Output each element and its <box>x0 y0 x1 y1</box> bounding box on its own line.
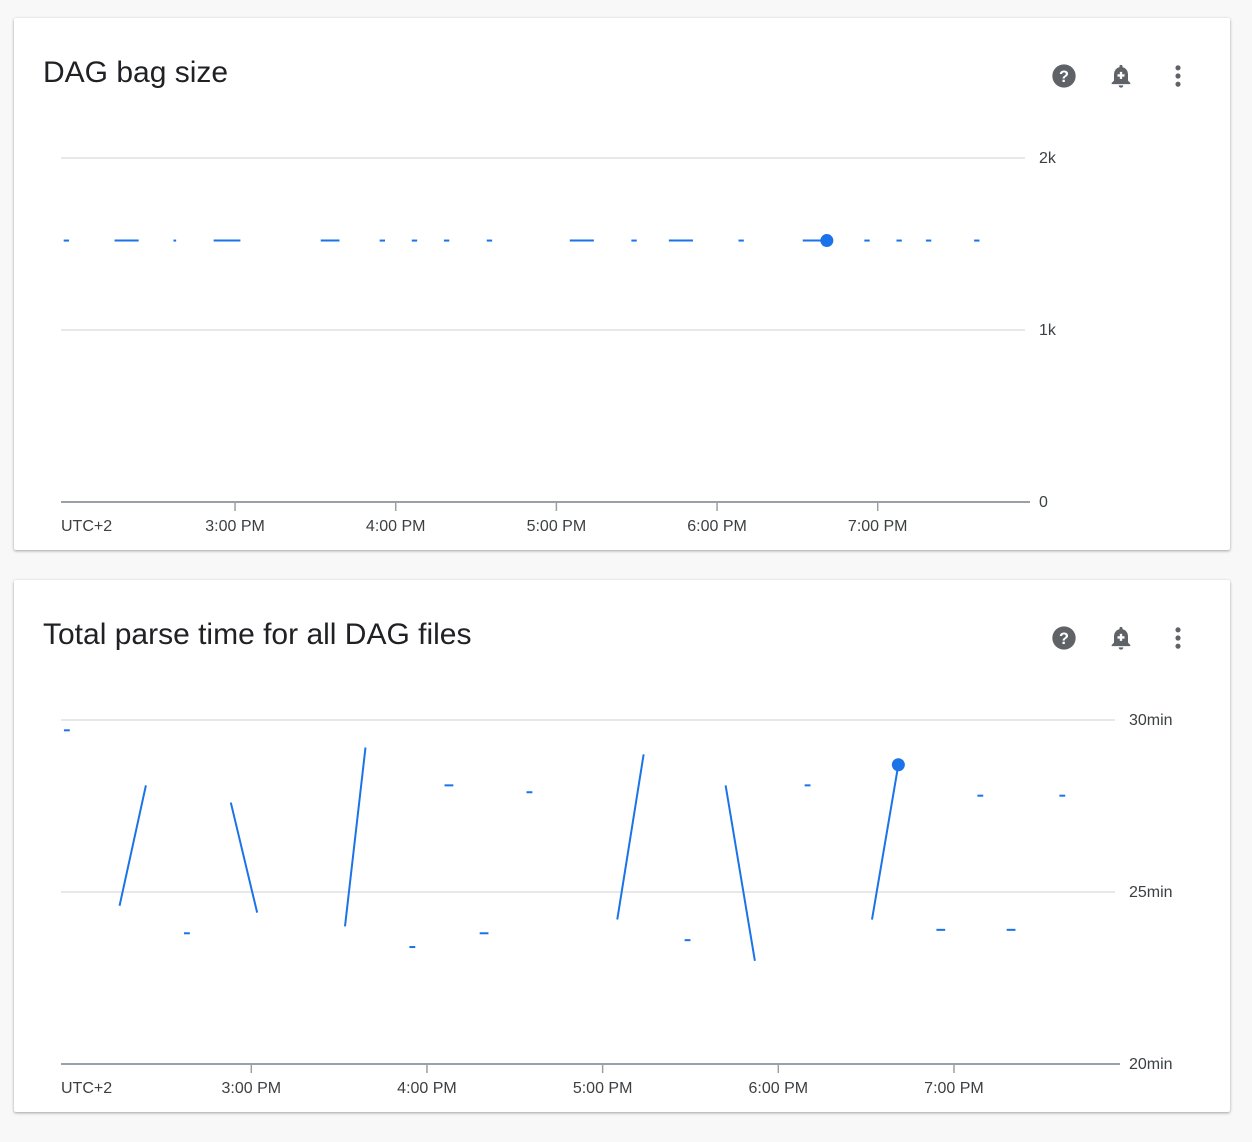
series-segment <box>616 754 645 920</box>
x-tick-label: 5:00 PM <box>573 1080 633 1097</box>
highlighted-point <box>891 758 905 772</box>
series-segment <box>871 764 900 920</box>
x-tick-label: 3:00 PM <box>222 1080 282 1097</box>
timezone-label: UTC+2 <box>61 518 112 535</box>
chart-card-total-parse-time: Total parse time for all DAG files ? 20m… <box>14 580 1230 1112</box>
x-tick-label: 6:00 PM <box>749 1080 809 1097</box>
dag-bag-size-chart: 0 1k 2k UTC+2 3:00 PM 4:00 PM 5:00 PM 6:00 PM 7:… <box>61 150 1057 535</box>
more-vert-icon[interactable] <box>1164 62 1192 90</box>
y-tick-label: 30min <box>1129 712 1173 729</box>
x-tick-label: 6:00 PM <box>687 518 747 535</box>
x-tick-label: 5:00 PM <box>527 518 587 535</box>
help-icon[interactable]: ? <box>1050 62 1078 90</box>
help-icon[interactable]: ? <box>1050 624 1078 652</box>
total-parse-time-chart: 20min 25min 30min UTC+2 3:00 PM 4:00 PM 5:00 P… <box>61 712 1173 1097</box>
add-alert-icon[interactable] <box>1107 624 1135 652</box>
y-tick-label: 1k <box>1039 322 1057 339</box>
svg-text:?: ? <box>1059 630 1069 648</box>
card-title: DAG bag size <box>43 56 229 89</box>
highlighted-point <box>820 234 834 248</box>
svg-text:?: ? <box>1059 68 1069 86</box>
card-title: Total parse time for all DAG files <box>43 618 472 651</box>
y-tick-label: 0 <box>1039 494 1048 511</box>
y-tick-label: 2k <box>1039 150 1057 167</box>
x-tick-label: 3:00 PM <box>205 518 265 535</box>
y-tick-label: 25min <box>1129 884 1173 901</box>
add-alert-icon[interactable] <box>1107 62 1135 90</box>
series-segment <box>229 802 259 913</box>
x-tick-label: 7:00 PM <box>848 518 908 535</box>
timezone-label: UTC+2 <box>61 1080 112 1097</box>
series-segment <box>344 747 367 927</box>
series-segment <box>118 785 147 906</box>
y-tick-label: 20min <box>1129 1056 1173 1073</box>
x-tick-label: 7:00 PM <box>924 1080 984 1097</box>
chart-card-dag-bag-size: DAG bag size ? 0 1k 2k UTC+2 3:00 PM 4:00 PM 5… <box>14 18 1230 550</box>
more-vert-icon[interactable] <box>1164 624 1192 652</box>
x-tick-label: 4:00 PM <box>397 1080 457 1097</box>
series-segment <box>724 785 756 961</box>
x-tick-label: 4:00 PM <box>366 518 426 535</box>
